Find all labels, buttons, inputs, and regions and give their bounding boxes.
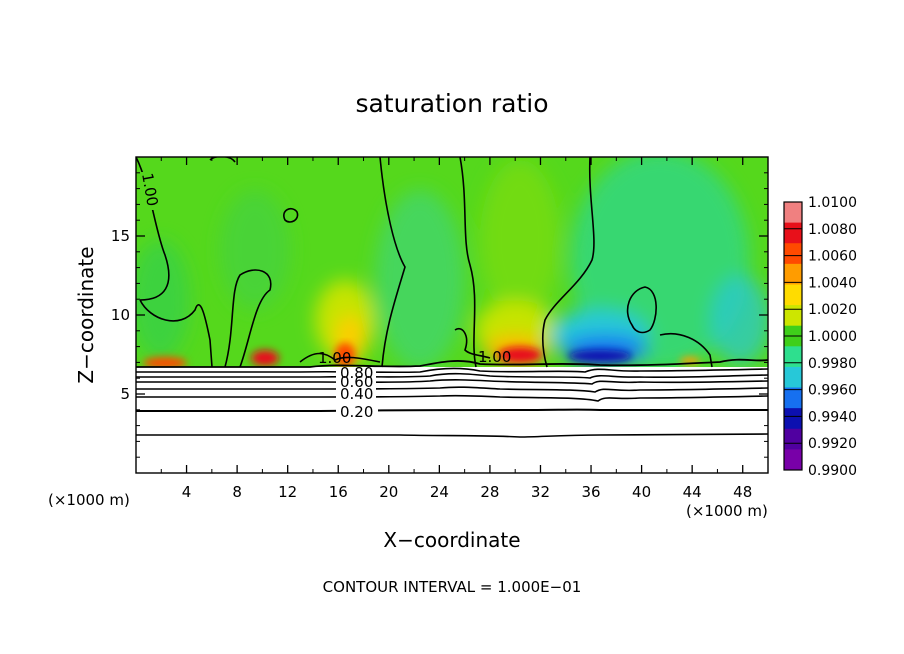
contour-label-mask [140,172,154,210]
y-axis-ticks: 5 10 15 [111,172,768,458]
colorbar-swatch [784,449,802,471]
contour-line [139,299,213,368]
contour-lines [136,157,768,438]
contour-label-mask [336,405,378,418]
colorbar-label: 1.0000 [808,329,857,345]
colorbar-swatch [784,222,802,244]
contour-label: 0.20 [340,403,373,421]
colorbar-label: 1.0040 [808,275,857,291]
contour-line [299,352,381,363]
contour-line [224,269,272,368]
x-tick-label: 4 [182,483,192,501]
y-tick-label: 15 [111,227,130,245]
x-tick-label: 40 [632,483,651,501]
x-tick-label: 36 [581,483,600,501]
x-tick-label: 28 [480,483,499,501]
colorbar-label: 0.9900 [808,463,857,479]
x-tick-label: 44 [683,483,702,501]
contour-label: 1.00 [138,172,162,208]
contour-label-mask [336,380,376,390]
contour-label: 0.40 [340,385,373,403]
contour-line [626,286,657,334]
contour-label-mask [336,390,376,402]
x-axis-label: X−coordinate [383,528,520,552]
contour-line [542,157,595,368]
contour-label: 1.00 [478,348,511,366]
x-tick-label: 24 [430,483,449,501]
x-tick-label: 8 [232,483,242,501]
chart-title: saturation ratio [355,89,548,118]
colorbar-label: 1.0080 [808,222,857,238]
colorbar-label: 1.0020 [808,302,857,318]
contour-label-mask [336,368,376,381]
y-tick-label: 5 [120,385,130,403]
colorbar-label: 0.9940 [808,409,857,425]
contour-line [283,208,299,223]
colorbar: 1.0100 1.0080 1.0060 1.0040 1.0020 1.0000 0.99… [783,195,857,479]
x-tick-label: 16 [329,483,348,501]
colorbar-label: 1.0060 [808,249,857,265]
colorbar-swatch [784,202,802,224]
colorbar-label: 0.9980 [808,356,857,372]
colorbar-swatch [784,366,802,389]
contour-label: 1.00 [318,349,351,367]
colorbar-swatch [784,387,802,409]
colorbar-swatch [784,305,802,327]
colorbar-swatch [784,346,802,368]
x-tick-label: 20 [379,483,398,501]
contour-interval-note: CONTOUR INTERVAL = 1.000E−01 [323,578,582,596]
contour-label: 0.80 [340,364,373,382]
y-axis-label: Z−coordinate [74,246,98,383]
colorbar-label: 0.9920 [808,436,857,452]
x-tick-label: 32 [531,483,550,501]
heatmap-field [136,157,768,473]
contour-line [459,157,477,368]
contour-label: 0.60 [340,373,373,391]
x-tick-label: 48 [733,483,752,501]
colorbar-swatch [784,263,802,285]
colorbar-swatch [784,243,802,265]
colorbar-label: 0.9960 [808,383,857,399]
colorbar-swatch [784,284,802,306]
y-tick-label: 10 [111,306,130,324]
contour-line [659,333,713,368]
x-axis-ticks: 4 8 12 16 20 24 28 32 36 40 44 48 [160,157,752,501]
x-axis-unit-right: (×1000 m) [686,502,768,520]
colorbar-swatch [784,428,802,450]
colorbar-label: 1.0100 [808,195,857,211]
x-axis-unit-left: (×1000 m) [48,491,130,509]
x-tick-label: 12 [278,483,297,501]
contour-line [379,157,406,368]
contour-line [454,328,491,359]
colorbar-swatch [784,408,802,430]
